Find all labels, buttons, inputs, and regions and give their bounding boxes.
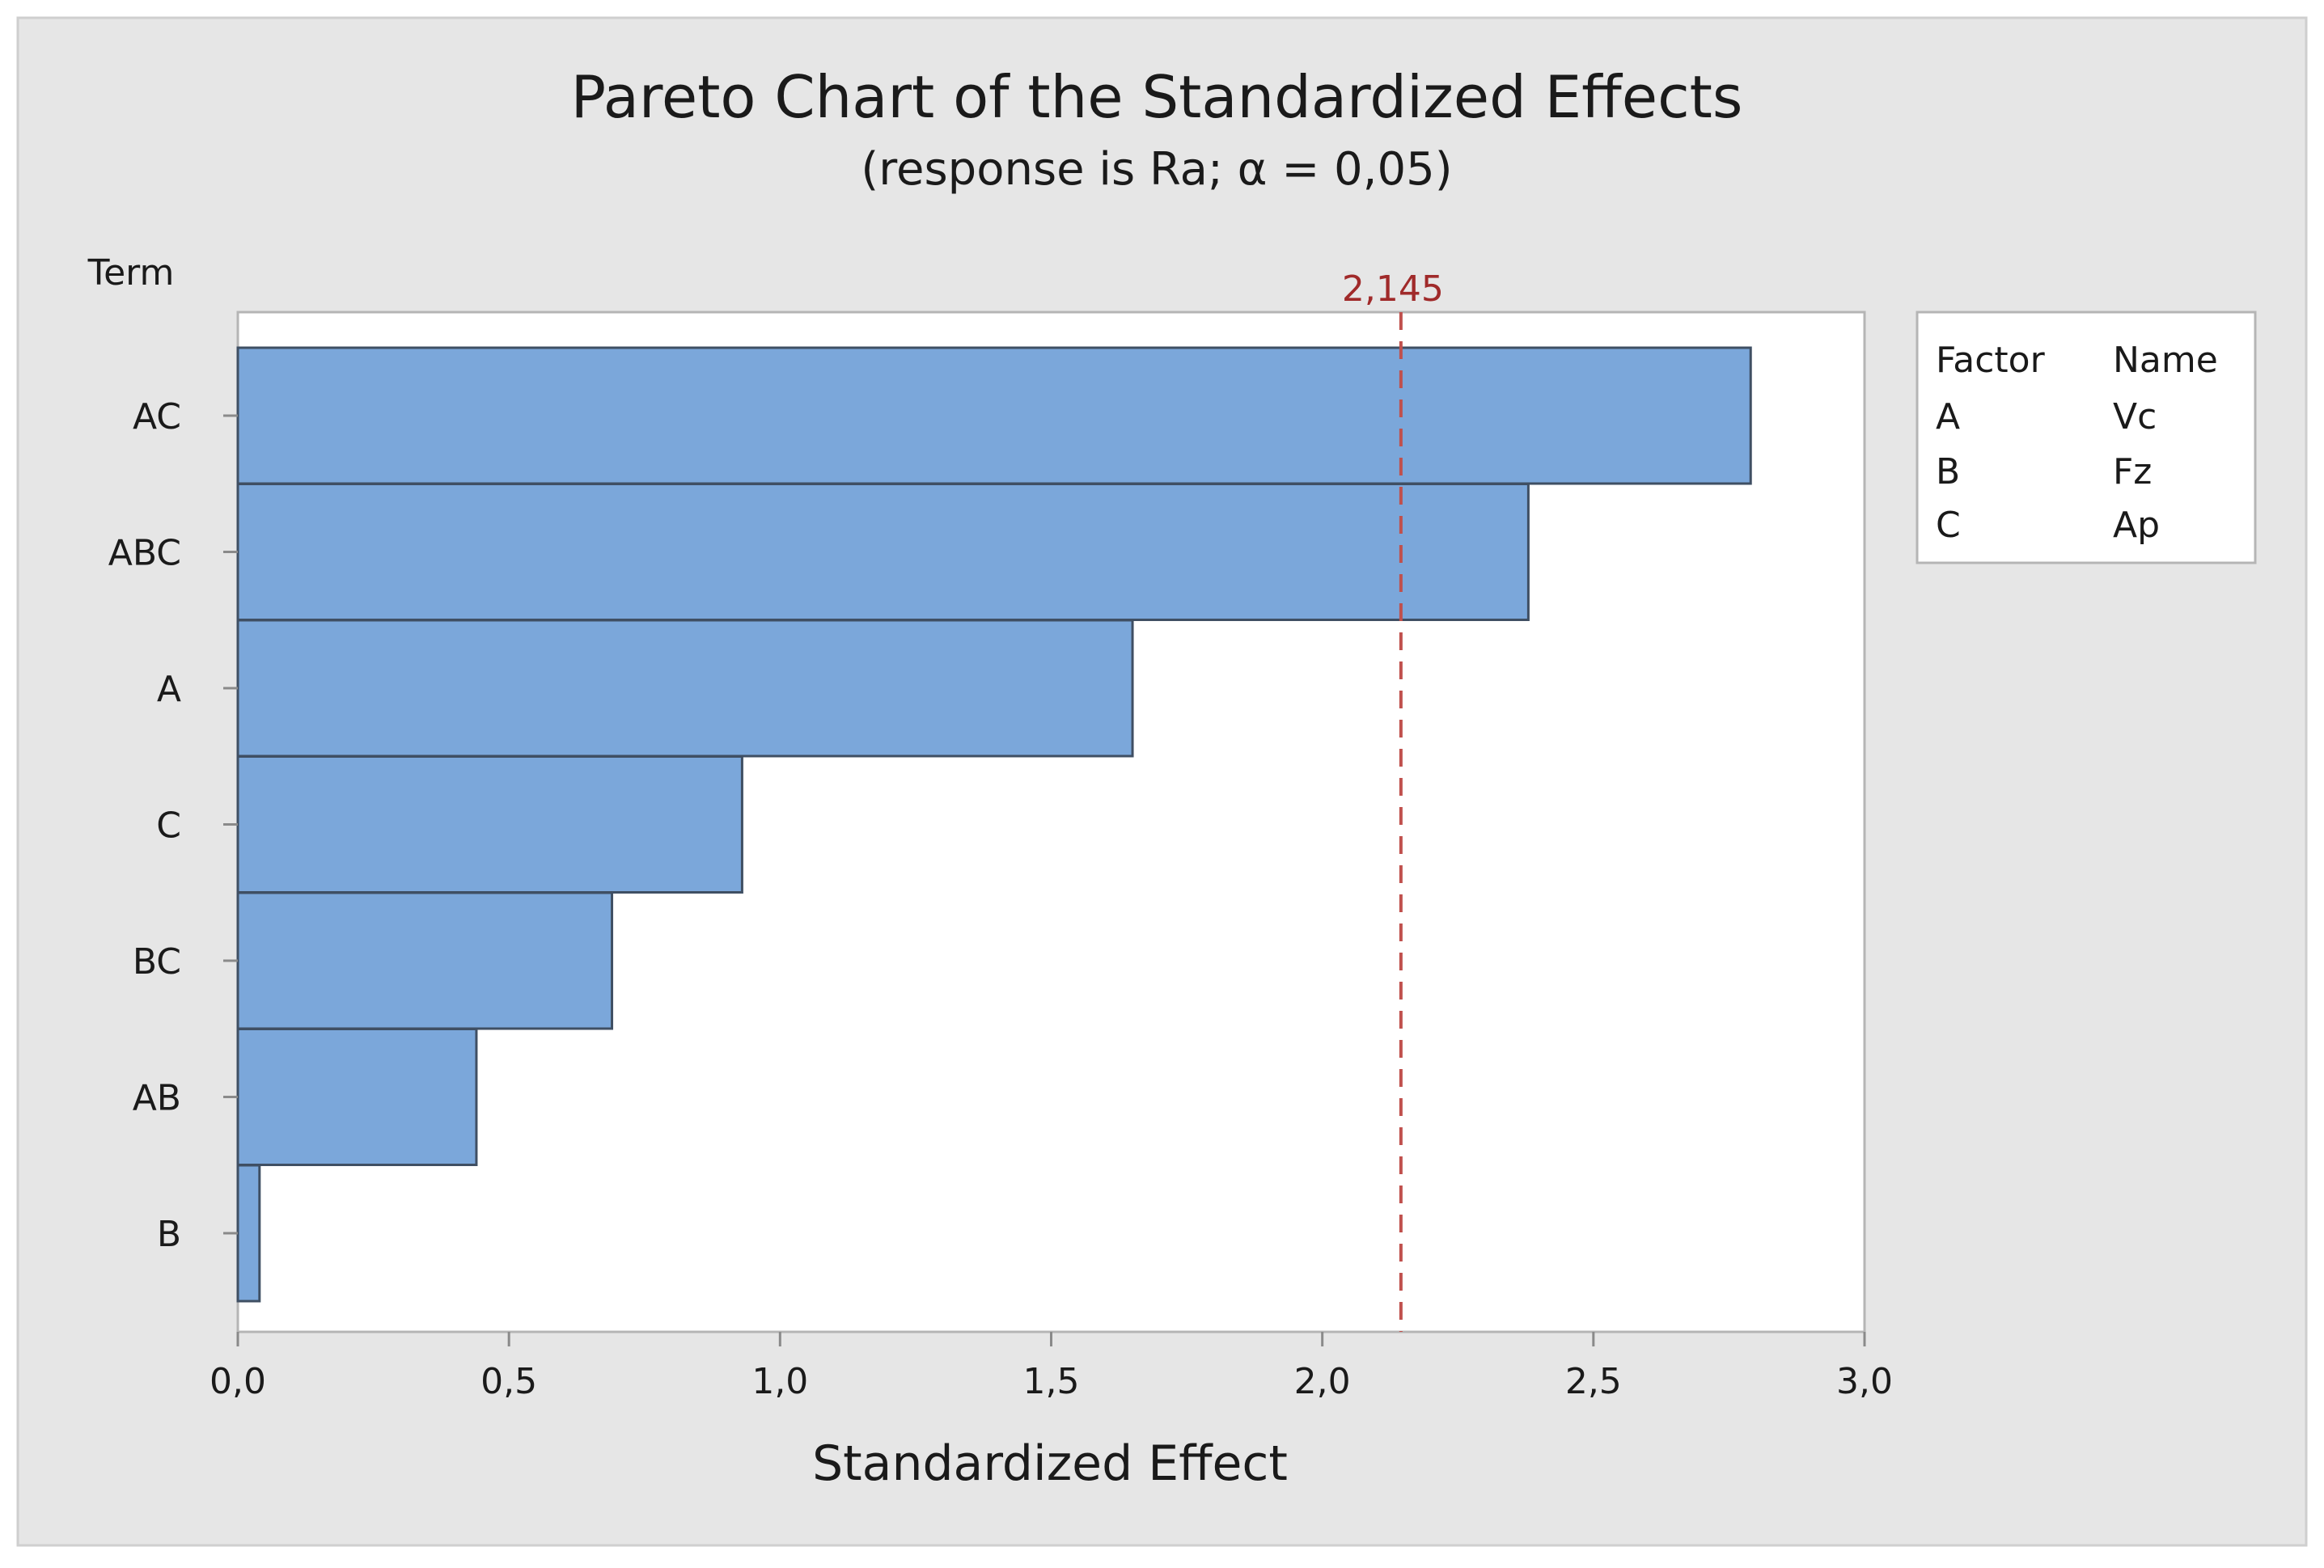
bar-abc	[236, 483, 1530, 621]
legend-factor-b: B	[1936, 451, 1960, 492]
bar-b	[236, 1164, 261, 1303]
y-tick-label-ab: AB	[133, 1078, 181, 1119]
y-axis-label: Term	[87, 252, 175, 294]
y-tick-label-ac: AC	[133, 396, 181, 437]
x-tick-label: 2,0	[1294, 1361, 1351, 1402]
x-ticks: 0,0 0,5 1,0 1,5 2,0 2,5 3,0	[210, 1332, 1893, 1402]
legend-box	[1916, 311, 2257, 564]
legend-header-factor: Factor	[1936, 340, 2046, 381]
bar-ab	[236, 1028, 478, 1166]
chart-subtitle: (response is Ra; α = 0,05)	[861, 143, 1452, 196]
legend: Factor Name A Vc B Fz C Ap	[1916, 311, 2257, 564]
bar-ac	[236, 346, 1752, 485]
x-axis-label: Standardized Effect	[812, 1435, 1288, 1492]
legend-header-name: Name	[2113, 340, 2218, 381]
bar-a	[236, 619, 1134, 758]
x-tick-label: 0,0	[210, 1361, 266, 1402]
x-tick-label: 2,5	[1565, 1361, 1622, 1402]
legend-factor-c: C	[1936, 505, 1961, 546]
y-tick-label-bc: BC	[133, 941, 181, 983]
legend-name-b: Fz	[2113, 451, 2152, 492]
x-tick-label: 1,0	[751, 1361, 808, 1402]
y-tick-label-b: B	[157, 1214, 181, 1255]
bar-c	[236, 755, 743, 894]
y-tick-label-abc: ABC	[108, 533, 181, 574]
chart-title: Pareto Chart of the Standardized Effects	[571, 63, 1743, 131]
y-tick-label-a: A	[157, 669, 181, 710]
y-tick-label-c: C	[156, 805, 181, 847]
bar-bc	[236, 891, 614, 1030]
x-tick-label: 0,5	[480, 1361, 537, 1402]
reference-line-label: 2,145	[1342, 268, 1444, 310]
x-tick-label: 1,5	[1023, 1361, 1080, 1402]
bars-layer	[236, 346, 1752, 1303]
legend-factor-a: A	[1936, 396, 1960, 437]
x-tick-label: 3,0	[1836, 1361, 1893, 1402]
legend-name-c: Ap	[2113, 505, 2160, 546]
legend-name-a: Vc	[2113, 396, 2157, 437]
